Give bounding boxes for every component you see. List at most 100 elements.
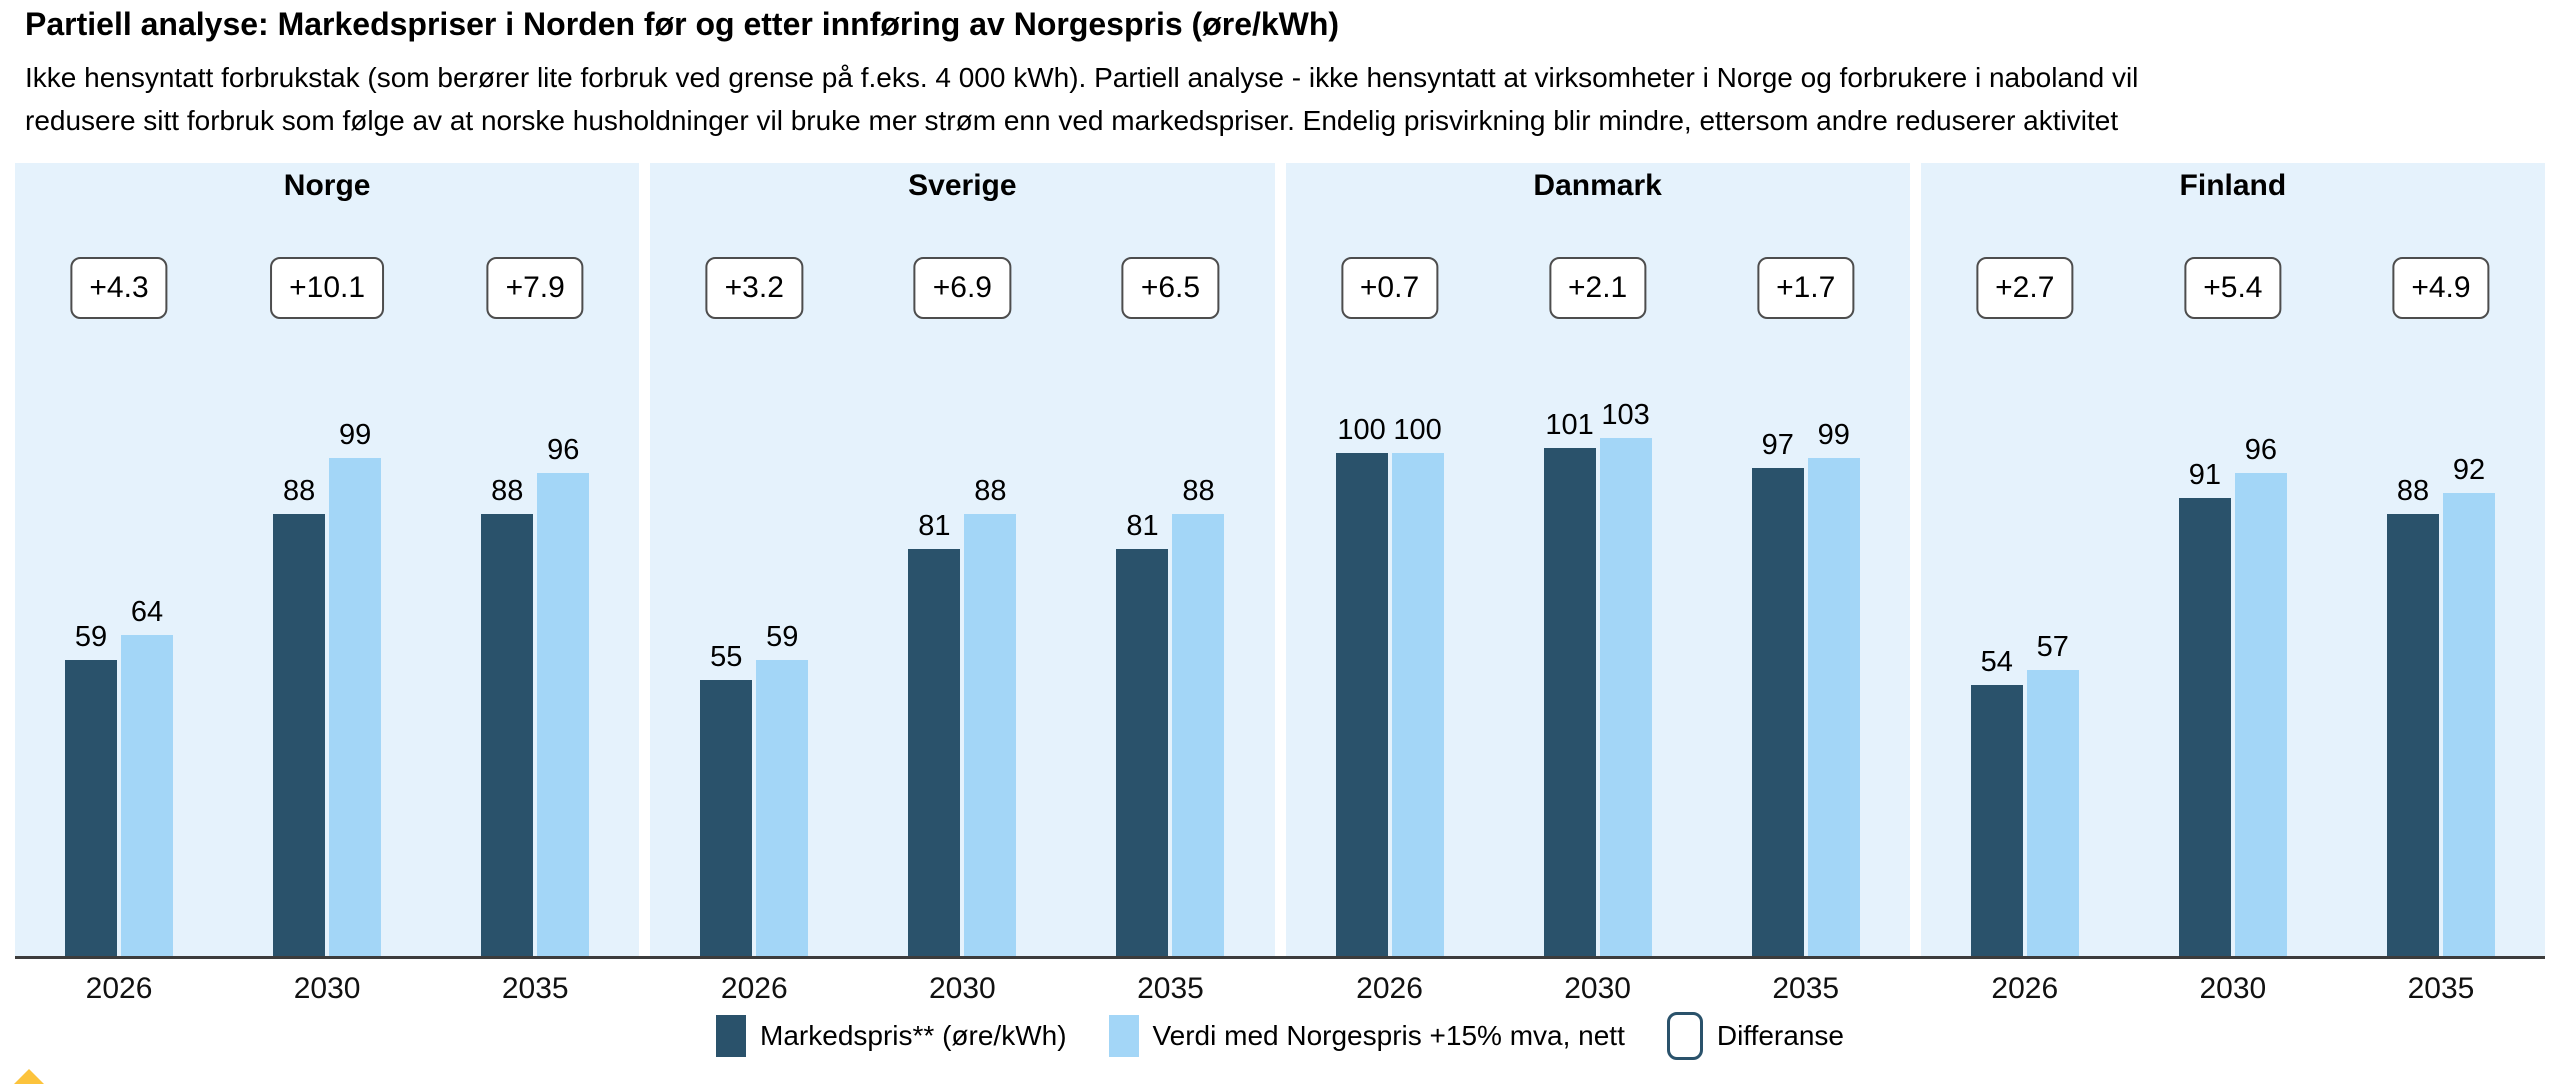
subtitle-line-1: Ikke hensyntatt forbrukstak (som berører…: [25, 62, 2139, 93]
bar-group-danmark-2030: 101 103: [1543, 399, 1652, 958]
subtitle-line-2: redusere sitt forbruk som følge av at no…: [25, 105, 2119, 136]
chart-panels: Norge +4.3 59 64 2026 +10.1 88 99 2030 +7.9 88 96 20…: [15, 163, 2545, 1005]
panel-norge: Norge +4.3 59 64 2026 +10.1 88 99 2030 +7.9 88 96 20…: [15, 163, 640, 1005]
diff-badge-danmark-2026: +0.7: [1340, 257, 1439, 319]
bar-value-norgespris: 64: [130, 596, 164, 628]
diff-badge-finland-2026: +2.7: [1976, 257, 2074, 319]
x-tick-label-norge-2035: 2035: [501, 972, 569, 1005]
diff-badge-sverige-2035: +6.5: [1121, 257, 1220, 319]
panel-sverige: Sverige +3.2 55 59 2026 +6.9 81 88 2030 +6.5 81 88 2…: [650, 163, 1275, 1005]
warning-icon: [14, 1069, 44, 1084]
legend-label-markedspris: Markedspris** (øre/kWh): [760, 1020, 1067, 1051]
x-tick-label-danmark-2035: 2035: [1772, 972, 1840, 1005]
x-tick-label-danmark-2026: 2026: [1356, 972, 1423, 1005]
bar-value-norgespris: 88: [974, 475, 1007, 507]
x-tick-label-norge-2026: 2026: [85, 972, 153, 1005]
bar-norgespris: [964, 514, 1017, 958]
bar-group-norge-2026: 59 64: [65, 596, 174, 958]
panel-title-danmark: Danmark: [1533, 169, 1662, 202]
bar-value-markedspris: 101: [1545, 409, 1594, 441]
bar-norgespris: [2026, 670, 2079, 958]
bar-group-norge-2035: 88 96: [481, 434, 590, 958]
bar-value-markedspris: 81: [1126, 510, 1159, 542]
legend-label-differanse: Differanse: [1716, 1020, 1844, 1051]
bar-markedspris: [908, 549, 961, 958]
x-tick-label-finland-2030: 2030: [2199, 972, 2267, 1005]
bar-value-markedspris: 91: [2188, 459, 2221, 491]
x-tick-label-sverige-2030: 2030: [929, 972, 996, 1005]
diff-badge-danmark-2035: +1.7: [1757, 257, 1855, 319]
bar-group-danmark-2035: 97 99: [1751, 419, 1860, 958]
bar-group-sverige-2030: 81 88: [908, 475, 1017, 958]
bar-value-markedspris: 88: [282, 475, 316, 507]
norgespris-swatch-icon: [1108, 1015, 1139, 1057]
page-title: Partiell analyse: Markedspriser i Norden…: [25, 6, 1340, 42]
bar-value-norgespris: 99: [338, 419, 372, 451]
bar-markedspris: [2386, 514, 2439, 958]
diff-badge-danmark-2030: +2.1: [1549, 257, 1647, 319]
legend-item-norgespris: Verdi med Norgespris +15% mva, nett: [1108, 1015, 1625, 1057]
bar-value-norgespris: 96: [547, 434, 580, 466]
bar-value-norgespris: 99: [1817, 419, 1850, 451]
bar-norgespris: [2442, 493, 2495, 958]
diff-badge-sverige-2030: +6.9: [913, 257, 1011, 319]
panel-title-norge: Norge: [283, 169, 371, 202]
x-tick-label-norge-2030: 2030: [293, 972, 361, 1005]
bar-norgespris: [537, 473, 590, 958]
bar-value-markedspris: 55: [710, 641, 743, 673]
x-tick-label-finland-2035: 2035: [2407, 972, 2475, 1005]
bar-group-finland-2035: 88 92: [2386, 454, 2495, 958]
markedspris-swatch-icon: [716, 1015, 747, 1057]
bar-norgespris: [756, 660, 809, 958]
bar-value-markedspris: 59: [74, 621, 108, 653]
bar-norgespris: [2234, 473, 2287, 958]
bar-group-danmark-2026: 100 100: [1335, 414, 1444, 958]
bar-group-norge-2030: 88 99: [273, 419, 382, 958]
bar-value-norgespris: 88: [1182, 475, 1215, 507]
x-axis-line: [15, 956, 2545, 959]
bar-value-markedspris: 88: [491, 475, 524, 507]
bar-markedspris: [1543, 448, 1596, 958]
bar-markedspris: [2178, 498, 2231, 958]
bar-value-markedspris: 100: [1337, 414, 1386, 446]
page-subtitle: Ikke hensyntatt forbrukstak (som berører…: [25, 56, 2138, 142]
legend: Markedspris** (øre/kWh) Verdi med Norges…: [0, 1012, 2560, 1060]
bar-value-markedspris: 54: [1980, 646, 2013, 678]
x-tick-label-finland-2026: 2026: [1991, 972, 2059, 1005]
bar-value-norgespris: 59: [766, 621, 799, 653]
diff-badge-norge-2026: +4.3: [70, 257, 168, 319]
bar-value-markedspris: 97: [1761, 429, 1794, 461]
diff-badge-finland-2035: +4.9: [2392, 257, 2490, 319]
bar-value-markedspris: 88: [2396, 475, 2430, 507]
bar-group-sverige-2035: 81 88: [1116, 475, 1225, 958]
panel-danmark: Danmark +0.7 100 100 2026 +2.1 101 103 2030 +1.7 9…: [1285, 163, 1910, 1005]
bar-markedspris: [1970, 685, 2023, 958]
bar-markedspris: [1335, 453, 1388, 958]
bar-markedspris: [1751, 468, 1804, 958]
bar-norgespris: [329, 458, 382, 958]
bar-norgespris: [1172, 514, 1225, 958]
diff-badge-norge-2035: +7.9: [486, 257, 584, 319]
bar-markedspris: [65, 660, 118, 958]
bar-value-norgespris: 96: [2244, 434, 2277, 466]
bar-markedspris: [1116, 549, 1169, 958]
panel-finland: Finland +2.7 54 57 2026 +5.4 91 96 2030 +4.9 88 92 2…: [1920, 163, 2545, 1005]
bar-markedspris: [273, 514, 326, 958]
panel-title-sverige: Sverige: [908, 169, 1017, 202]
bar-group-finland-2026: 54 57: [1970, 631, 2079, 958]
bar-group-finland-2030: 91 96: [2178, 434, 2287, 958]
legend-item-differanse: Differanse: [1666, 1012, 1844, 1060]
bar-group-sverige-2026: 55 59: [700, 621, 809, 958]
panel-title-finland: Finland: [2179, 169, 2287, 202]
bar-norgespris: [121, 635, 174, 958]
bar-value-norgespris: 92: [2452, 454, 2486, 486]
x-tick-label-sverige-2035: 2035: [1137, 972, 1204, 1005]
bar-markedspris: [700, 680, 753, 958]
bar-norgespris: [1391, 453, 1444, 958]
bar-value-norgespris: 100: [1393, 414, 1442, 446]
bar-norgespris: [1599, 438, 1652, 958]
diff-badge-norge-2030: +10.1: [270, 257, 385, 319]
bar-value-norgespris: 57: [2036, 631, 2069, 663]
bar-markedspris: [481, 514, 534, 958]
x-tick-label-danmark-2030: 2030: [1564, 972, 1631, 1005]
